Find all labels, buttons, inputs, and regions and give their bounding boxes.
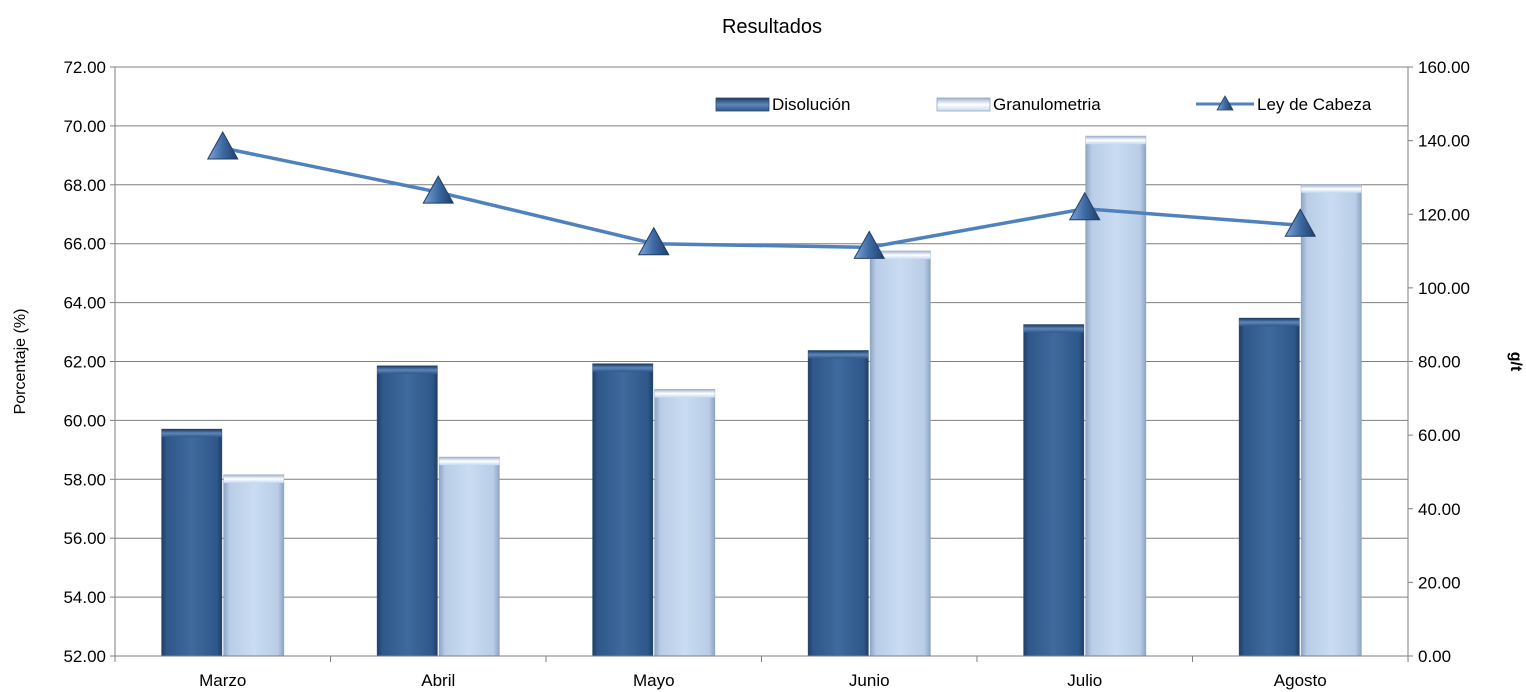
y2-tick-label: 40.00 — [1418, 500, 1461, 519]
legend-label: Disolución — [772, 95, 850, 114]
bar-disolucion — [161, 428, 223, 657]
line-series — [206, 130, 1317, 259]
y2-axis-title: g/t — [1507, 352, 1524, 372]
bar-granulometria-cap — [1301, 184, 1362, 193]
bar-granulometria — [1085, 135, 1147, 657]
y-tick-label: 56.00 — [63, 529, 106, 548]
bar-disolucion — [592, 363, 654, 657]
bar-disolucion — [376, 365, 438, 657]
x-tick-label: Junio — [849, 671, 890, 690]
bar-granulometria — [438, 456, 500, 657]
y2-tick-label: 140.00 — [1418, 132, 1470, 151]
y-tick-label: 66.00 — [63, 235, 106, 254]
ley-de-cabeza-marker — [637, 226, 670, 256]
y2-tick-label: 120.00 — [1418, 205, 1470, 224]
y-tick-label: 58.00 — [63, 470, 106, 489]
ley-de-cabeza-marker — [206, 130, 239, 160]
x-tick-label: Abril — [421, 671, 455, 690]
y2-tick-label: 160.00 — [1418, 58, 1470, 77]
legend: Disolución Granulometria Ley de Cabeza — [715, 95, 1372, 114]
bar-granulometria — [869, 250, 931, 657]
y2-tick-label: 100.00 — [1418, 279, 1470, 298]
bar-disolucion-cap — [377, 365, 438, 374]
y2-tick-label: 60.00 — [1418, 426, 1461, 445]
bar-granulometria-cap — [654, 389, 715, 398]
ley-de-cabeza-marker — [853, 230, 886, 259]
bars — [161, 135, 1362, 657]
bar-disolucion-cap — [592, 363, 653, 372]
y-tick-label: 72.00 — [63, 58, 106, 77]
bar-disolucion — [1238, 317, 1300, 657]
legend-swatch-disolucion — [715, 97, 770, 112]
gridlines — [115, 66, 1408, 657]
bar-granulometria — [223, 474, 285, 657]
bar-disolucion-cap — [161, 429, 222, 438]
legend-label: Granulometria — [993, 95, 1101, 114]
y2-tick-label: 0.00 — [1418, 647, 1451, 666]
y-axis-title: Porcentaje (%) — [12, 309, 29, 415]
bar-granulometria-cap — [870, 251, 931, 260]
legend-swatch-granulometria — [936, 97, 991, 112]
legend-label: Ley de Cabeza — [1257, 95, 1372, 114]
ley-de-cabeza-marker — [1284, 208, 1317, 237]
x-tick-label: Julio — [1067, 671, 1102, 690]
ley-de-cabeza-marker — [422, 175, 455, 204]
y-tick-label: 60.00 — [63, 411, 106, 430]
chart-title: Resultados — [722, 16, 822, 38]
bar-disolucion-cap — [808, 350, 869, 359]
y-tick-label: 70.00 — [63, 117, 106, 136]
bar-granulometria — [654, 389, 716, 657]
ley-de-cabeza-line — [222, 146, 1301, 250]
ley-de-cabeza-marker — [1068, 191, 1101, 221]
bar-disolucion — [1023, 324, 1085, 657]
y-tick-label: 52.00 — [63, 647, 106, 666]
bar-granulometria-cap — [439, 457, 500, 466]
y-tick-label: 68.00 — [63, 176, 106, 195]
bar-disolucion — [807, 350, 869, 657]
bar-granulometria — [1300, 184, 1362, 657]
y2-tick-label: 20.00 — [1418, 573, 1461, 592]
y-tick-label: 54.00 — [63, 588, 106, 607]
x-tick-label: Marzo — [199, 671, 246, 690]
y2-tick-label: 80.00 — [1418, 353, 1461, 372]
x-tick-label: Mayo — [633, 671, 675, 690]
bar-disolucion-cap — [1239, 318, 1300, 327]
x-tick-label: Agosto — [1274, 671, 1327, 690]
bar-disolucion-cap — [1023, 324, 1084, 333]
y-tick-label: 62.00 — [63, 353, 106, 372]
bar-granulometria-cap — [223, 474, 284, 483]
axes: 52.00 54.00 56.00 58.00 60.00 62.00 64.00 66.00… — [12, 58, 1524, 690]
y-tick-label: 64.00 — [63, 294, 106, 313]
legend-triangle-marker — [1216, 95, 1234, 111]
bar-granulometria-cap — [1085, 136, 1146, 145]
